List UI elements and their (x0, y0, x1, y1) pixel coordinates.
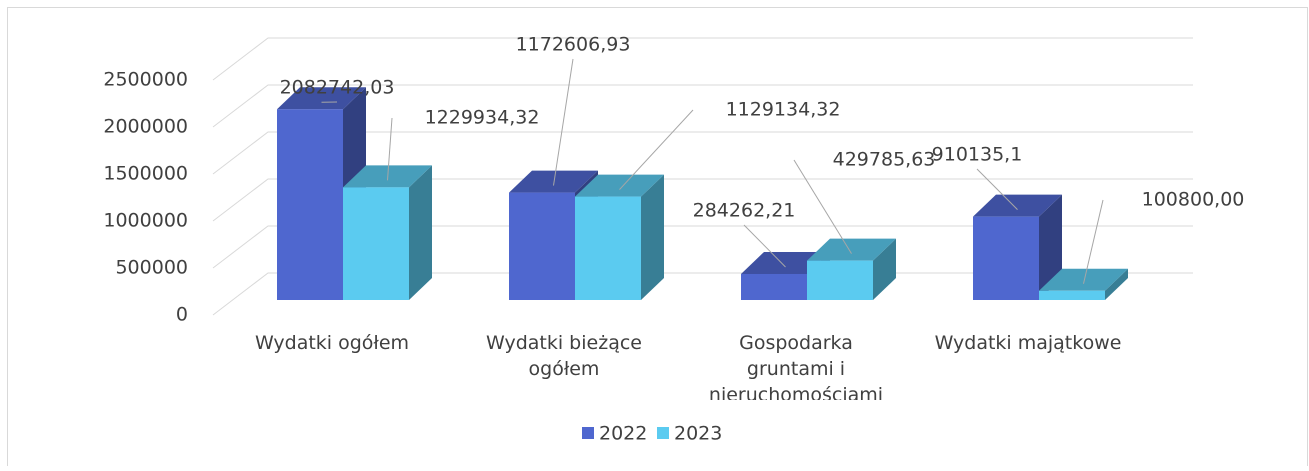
y-tick-label: 500000 (115, 257, 188, 279)
bar (1039, 291, 1105, 300)
bar (575, 197, 641, 300)
data-label: 100800,00 (1142, 189, 1245, 211)
category-label: Gospodarka gruntami i nieruchomościami (706, 330, 886, 400)
bar (277, 109, 343, 300)
y-tick-label: 2500000 (103, 69, 188, 91)
legend-label: 2023 (674, 423, 722, 445)
category-label: Wydatki bieżące ogółem (474, 330, 654, 382)
data-label: 2082742,03 (280, 77, 395, 99)
bar (509, 193, 575, 300)
x-tick-label: Gospodarka gruntami i nieruchomościami (686, 330, 906, 400)
y-tick-label: 1000000 (103, 210, 188, 232)
x-tick-label: Wydatki bieżące ogółem (454, 330, 674, 400)
y-tick-label: 0 (176, 304, 188, 326)
data-label: 1129134,32 (726, 99, 841, 121)
y-tick-label: 1500000 (103, 163, 188, 185)
legend-label: 2022 (599, 423, 647, 445)
category-label: Wydatki ogółem (222, 330, 442, 356)
bar (343, 187, 409, 300)
bar (973, 217, 1039, 300)
data-label: 1172606,93 (516, 34, 631, 56)
bar-side (641, 175, 664, 300)
x-tick-label: Wydatki majątkowe (918, 330, 1138, 400)
data-label: 284262,21 (693, 200, 796, 222)
legend-swatch (657, 427, 669, 439)
x-tick-label: Wydatki ogółem (222, 330, 442, 400)
bar-side (409, 165, 432, 300)
category-label: Wydatki majątkowe (918, 330, 1138, 356)
bar (807, 261, 873, 300)
data-label: 429785,63 (833, 149, 936, 171)
bar (741, 274, 807, 300)
legend-swatch (582, 427, 594, 439)
data-label: 910135,1 (932, 144, 1023, 166)
data-label: 1229934,32 (425, 107, 540, 129)
y-tick-label: 2000000 (103, 116, 188, 138)
